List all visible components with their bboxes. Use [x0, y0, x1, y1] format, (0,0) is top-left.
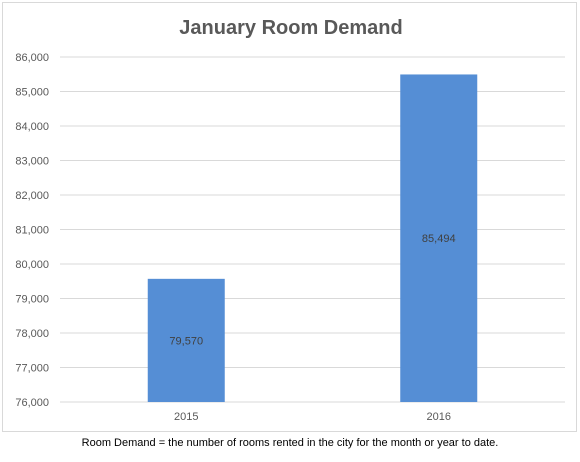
- x-tick-label: 2016: [427, 411, 451, 423]
- chart-footnote: Room Demand = the number of rooms rented…: [81, 437, 499, 449]
- bar-2015: [147, 278, 225, 402]
- y-tick-label: 82,000: [15, 190, 49, 202]
- y-axis-ticks: 76,000 77,000 78,000 79,000 80,000 81,000 82,0…: [15, 52, 49, 409]
- x-tick-label: 2015: [174, 411, 198, 423]
- y-tick-label: 76,000: [15, 397, 49, 409]
- y-tick-label: 84,000: [15, 121, 49, 133]
- data-label-2016: 85,494: [422, 233, 456, 245]
- chart-title: January Room Demand: [179, 17, 402, 39]
- y-tick-label: 79,000: [15, 294, 49, 306]
- bar-2016: [400, 74, 478, 402]
- data-labels: 79,570 85,494: [169, 233, 455, 347]
- y-tick-label: 77,000: [15, 363, 49, 375]
- bars: [147, 74, 478, 402]
- y-tick-label: 86,000: [15, 52, 49, 64]
- y-tick-label: 85,000: [15, 87, 49, 99]
- chart-frame: [2, 2, 577, 432]
- gridlines: [60, 56, 565, 403]
- data-label-2015: 79,570: [169, 335, 203, 347]
- y-tick-label: 81,000: [15, 225, 49, 237]
- y-tick-label: 78,000: [15, 328, 49, 340]
- x-axis-ticks: 2015 2016: [174, 411, 451, 423]
- y-tick-label: 83,000: [15, 156, 49, 168]
- y-tick-label: 80,000: [15, 259, 49, 271]
